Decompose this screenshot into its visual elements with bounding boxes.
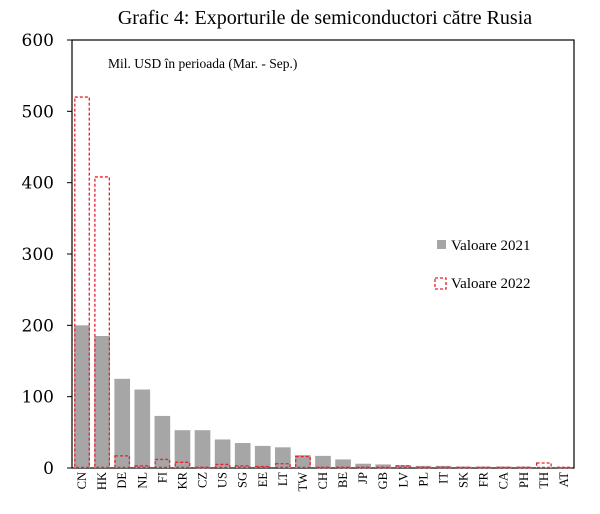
chart-title: Grafic 4: Exporturile de semiconductori … xyxy=(118,7,532,29)
bar-2022-jp xyxy=(355,466,372,469)
x-tick-label: PL xyxy=(416,472,430,487)
x-tick-label: KR xyxy=(175,471,189,489)
bar-2021-us xyxy=(214,439,231,468)
bar-2022-ee xyxy=(254,465,271,469)
x-tick-label: CA xyxy=(497,472,511,489)
bar-2022-fi xyxy=(154,458,171,469)
bar-2021-nl xyxy=(134,389,151,468)
x-tick-label: CH xyxy=(316,472,330,489)
bar-2022-kr xyxy=(174,461,191,469)
x-tick-label: EE xyxy=(256,472,270,488)
bar-2022-gb xyxy=(375,466,392,469)
bar-2022-sg xyxy=(234,465,251,469)
x-tick-label: HK xyxy=(95,472,109,490)
y-tick-label: 600 xyxy=(22,31,54,51)
y-axis: 0 100 200 300 400 500 600 xyxy=(22,31,72,479)
series-2022-bars xyxy=(74,96,572,469)
x-tick-label: FI xyxy=(155,472,169,483)
bar-2021-lt xyxy=(275,447,291,468)
x-tick-label: JP xyxy=(356,472,370,484)
bar-2022-fr xyxy=(475,466,492,469)
x-tick-label: TH xyxy=(537,472,551,489)
x-tick-label: BE xyxy=(336,472,350,488)
series-2021-bars xyxy=(74,325,572,468)
legend-label-2021: Valoare 2021 xyxy=(451,238,531,254)
bar-2021-hk xyxy=(94,336,110,468)
y-tick-label: 200 xyxy=(22,316,54,336)
bar-2022-us xyxy=(214,463,231,469)
x-tick-label: NL xyxy=(135,472,149,489)
x-tick-label: DE xyxy=(115,472,129,489)
y-tick-label: 0 xyxy=(43,459,54,479)
bar-2021-fi xyxy=(154,415,171,468)
x-tick-label: SK xyxy=(457,472,471,488)
bar-2022-cz xyxy=(194,466,211,469)
bar-2021-be xyxy=(335,459,351,468)
x-tick-label: AT xyxy=(557,472,571,488)
bar-2021-de xyxy=(114,378,131,468)
x-tick-label: CN xyxy=(75,472,89,489)
bar-2021-lv xyxy=(395,465,412,468)
bar-2021-cz xyxy=(194,430,211,468)
x-tick-label: IT xyxy=(436,472,450,484)
chart-annotation: Mil. USD în perioada (Mar. - Sep.) xyxy=(108,56,297,71)
bar-2021-kr xyxy=(174,430,191,468)
bar-2022-lt xyxy=(274,463,291,469)
y-tick-label: 300 xyxy=(22,245,54,265)
x-tick-label: US xyxy=(216,472,230,488)
legend-label-2022: Valoare 2022 xyxy=(451,276,531,292)
bar-2021-ee xyxy=(254,445,271,468)
bar-2021-sg xyxy=(234,443,251,468)
bar-2022-nl xyxy=(134,465,151,469)
legend-swatch-2022 xyxy=(434,277,447,290)
x-tick-label: FR xyxy=(477,471,491,487)
x-tick-label: TW xyxy=(296,472,310,492)
x-tick-label: SG xyxy=(236,472,250,488)
bar-2021-ch xyxy=(315,455,331,468)
bar-2022-th xyxy=(535,462,552,469)
bar-2021-cn xyxy=(74,325,90,468)
y-tick-label: 500 xyxy=(22,102,54,122)
x-tick-label: PH xyxy=(517,472,531,488)
bar-2022-ph xyxy=(515,466,532,469)
bar-2022-hk xyxy=(94,176,111,469)
y-tick-label: 100 xyxy=(22,388,54,408)
bar-2022-sk xyxy=(455,466,472,469)
bar-2022-it xyxy=(435,466,452,469)
bar-2021-jp xyxy=(355,463,371,468)
bar-2022-pl xyxy=(415,466,432,469)
bar-2022-cn xyxy=(74,96,90,469)
bar-2022-ca xyxy=(495,466,512,469)
bar-2022-be xyxy=(335,466,351,469)
legend: Valoare 2021 Valoare 2022 xyxy=(434,238,531,292)
bar-2022-at xyxy=(556,466,572,469)
x-axis: CN HK DE NL FI KR CZ US SG EE LT TW CH BE JP GB LV PL IT SK… xyxy=(75,471,571,491)
bar-2022-lv xyxy=(395,465,412,469)
bar-2021-gb xyxy=(375,464,392,468)
y-tick-label: 400 xyxy=(22,174,54,194)
x-tick-label: CZ xyxy=(196,472,210,488)
x-tick-label: LV xyxy=(396,472,410,488)
x-tick-label: GB xyxy=(376,472,390,489)
bar-2022-ch xyxy=(315,466,331,469)
bar-2022-tw xyxy=(295,455,311,469)
legend-swatch-2021 xyxy=(437,240,446,249)
x-tick-label: LT xyxy=(276,472,290,486)
bar-2022-de xyxy=(114,455,131,469)
bar-2021-tw xyxy=(295,455,311,468)
